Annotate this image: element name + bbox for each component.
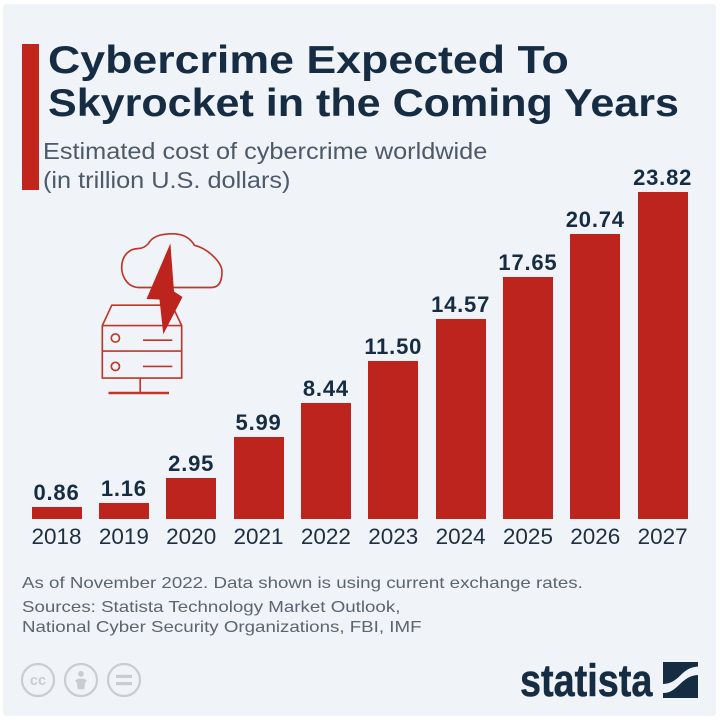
svg-text:cc: cc: [30, 673, 46, 689]
